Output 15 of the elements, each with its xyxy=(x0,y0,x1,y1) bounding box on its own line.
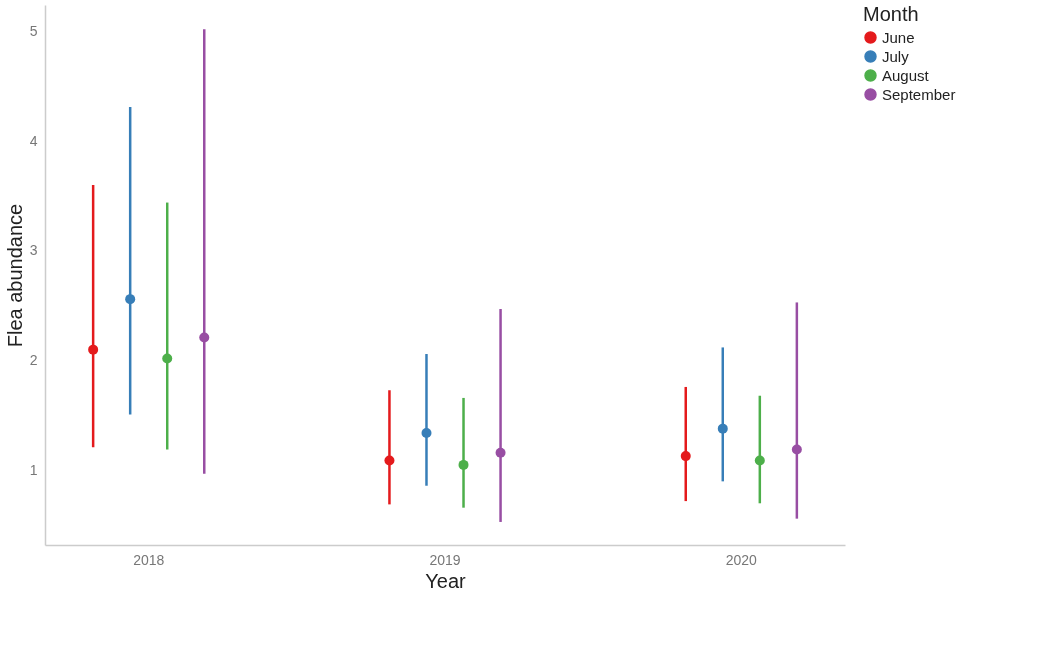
x-tick-label: 2018 xyxy=(133,551,165,568)
legend-label: August xyxy=(882,66,930,84)
legend-label: September xyxy=(882,85,956,103)
y-tick-label: 2 xyxy=(29,352,38,369)
y-tick-label: 5 xyxy=(29,22,38,39)
y-axis-title: Flea abundance xyxy=(3,203,26,348)
x-tick-label: 2019 xyxy=(429,551,461,568)
x-tick-label: 2020 xyxy=(725,551,758,568)
x-axis-title: Year xyxy=(425,569,467,592)
y-tick-label: 4 xyxy=(29,132,38,149)
y-tick-label: 1 xyxy=(29,461,38,478)
y-tick-label: 3 xyxy=(29,242,38,259)
legend-title: Month xyxy=(863,3,919,25)
legend-label: June xyxy=(882,28,915,46)
legend-label: July xyxy=(882,47,910,65)
